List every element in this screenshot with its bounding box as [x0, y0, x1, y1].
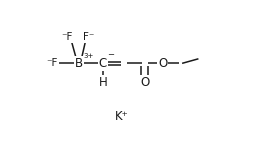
- Text: 3+: 3+: [84, 53, 94, 59]
- Text: K⁺: K⁺: [115, 110, 129, 123]
- Text: O: O: [158, 57, 167, 70]
- Text: −: −: [107, 50, 114, 59]
- Text: B: B: [75, 57, 83, 70]
- Text: H: H: [98, 76, 107, 89]
- Text: O: O: [140, 76, 149, 89]
- Text: ⁻F: ⁻F: [46, 58, 58, 68]
- Text: F⁻: F⁻: [83, 32, 95, 42]
- Text: ⁻F: ⁻F: [61, 32, 73, 42]
- Text: C: C: [99, 57, 107, 70]
